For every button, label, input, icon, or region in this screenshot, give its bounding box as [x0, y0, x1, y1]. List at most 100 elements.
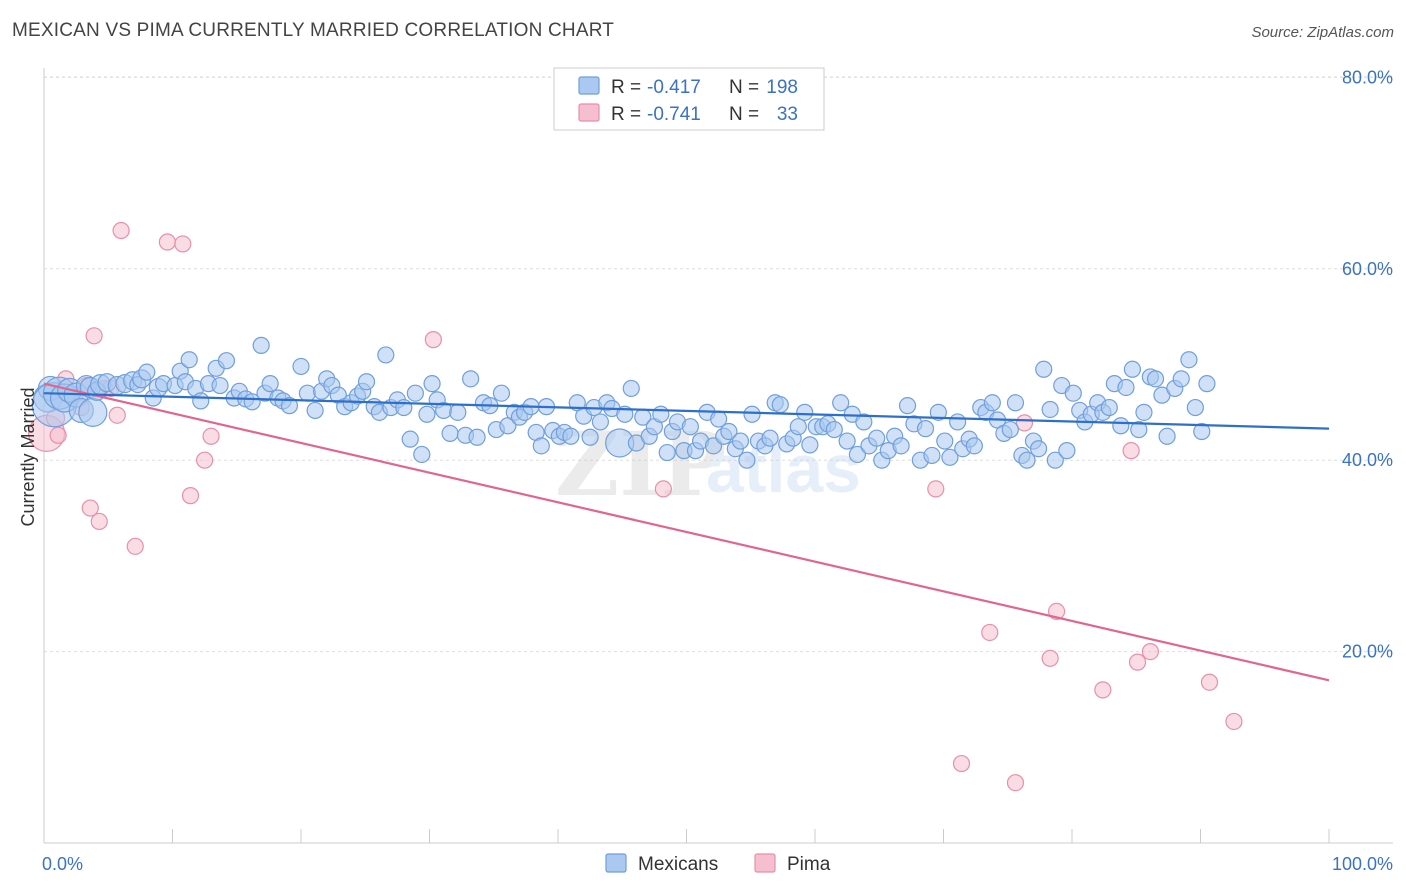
mexicans-point — [720, 422, 738, 441]
mexicans-point — [1001, 420, 1019, 439]
legend-n-value-pima: 33 — [777, 104, 798, 125]
bottom-legend-label-pima: Pima — [787, 854, 831, 875]
y-tick-label: 80.0% — [1342, 67, 1393, 87]
mexicans-point — [868, 429, 886, 447]
pima-point — [202, 427, 220, 445]
mexicans-point — [357, 373, 376, 391]
pima-point — [1006, 774, 1025, 792]
legend-top: R = -0.417 N = 198 R = -0.741 N = 33 — [553, 67, 825, 131]
mexicans-point — [1006, 394, 1025, 412]
legend-swatch-pima — [578, 103, 600, 122]
bottom-legend-label-mexicans: Mexicans — [638, 854, 718, 875]
legend-swatch-mexicans — [578, 76, 600, 95]
legend-n-value-mexicans: 198 — [766, 77, 798, 98]
mexicans-point — [681, 418, 699, 436]
mexicans-point — [1046, 451, 1064, 469]
y-tick-label: 20.0% — [1342, 642, 1393, 662]
mexicans-point — [492, 384, 511, 402]
mexicans-point — [1112, 417, 1130, 435]
pima-point — [1128, 653, 1147, 671]
y-tick-label: 60.0% — [1342, 259, 1393, 279]
mexicans-point — [965, 437, 983, 455]
pima-point — [90, 512, 108, 531]
pima-point — [424, 331, 442, 349]
pima-point — [49, 426, 67, 444]
mexicans-point — [192, 392, 210, 410]
mexicans-point — [406, 384, 424, 402]
mexicans-point — [1029, 440, 1048, 458]
legend-n-label-pima: N = — [729, 104, 759, 125]
mexicans-point — [292, 357, 310, 376]
mexicans-point — [652, 405, 670, 423]
chart-title: MEXICAN VS PIMA CURRENTLY MARRIED CORREL… — [12, 20, 615, 41]
mexicans-point — [401, 430, 419, 448]
mexicans-point — [796, 403, 814, 421]
mexicans-point — [306, 401, 324, 420]
mexicans-point — [1186, 398, 1204, 417]
mexicans-point — [252, 336, 270, 354]
mexicans-point — [562, 427, 580, 445]
mexicans-point — [211, 376, 229, 395]
pima-point — [1141, 642, 1159, 661]
mexicans-point — [855, 413, 873, 431]
mexicans-point — [1172, 370, 1190, 388]
pima-point — [1015, 414, 1034, 432]
mexicans-point — [801, 436, 819, 454]
pima-point — [1225, 712, 1243, 731]
mexicans-point — [591, 413, 610, 431]
mexicans-point — [1130, 420, 1148, 439]
pima-point — [654, 480, 672, 498]
mexicans-point — [743, 405, 761, 423]
mexicans-point — [1193, 422, 1211, 441]
y-tick-labels: 20.0% 40.0% 60.0% 80.0% — [1342, 67, 1393, 661]
pima-point — [1200, 673, 1219, 691]
mexicans-point — [1058, 442, 1076, 460]
mexicans-point — [1198, 375, 1216, 393]
y-tick-label: 40.0% — [1342, 450, 1393, 470]
legend-r-value-mexicans: -0.417 — [647, 77, 701, 98]
pima-point — [927, 480, 945, 498]
legend-bottom: Mexicans Pima — [605, 853, 831, 875]
mexicans-point — [1100, 398, 1118, 417]
mexicans-point — [581, 428, 599, 446]
mexicans-point — [898, 397, 917, 415]
mexicans-point — [418, 405, 436, 423]
x-tick-label-max: 100.0% — [1332, 854, 1393, 874]
pima-point — [108, 406, 126, 424]
mexicans-point — [532, 437, 550, 455]
mexicans-trendline — [43, 392, 1330, 430]
mexicans-point — [929, 403, 947, 421]
mexicans-point — [1180, 351, 1198, 369]
pima-point — [981, 623, 999, 642]
source-label: Source: ZipAtlas.com — [1251, 24, 1394, 41]
pima-point — [181, 487, 200, 505]
x-tick-label-min: 0.0% — [42, 854, 83, 874]
mexicans-point — [217, 352, 236, 370]
mexicans-point — [941, 448, 959, 466]
pima-point — [1094, 681, 1112, 699]
pima-point — [126, 537, 144, 555]
mexicans-point — [78, 397, 108, 427]
mexicans-point — [413, 445, 431, 464]
mexicans-point — [949, 413, 967, 431]
axes — [43, 68, 1393, 844]
bottom-legend-swatch-mexicans — [605, 853, 627, 873]
mexicans-point — [180, 351, 198, 369]
mexicans-point — [449, 403, 467, 421]
mexicans-point — [622, 379, 640, 398]
pima-point — [1122, 442, 1140, 460]
mexicans-point — [923, 446, 941, 465]
legend-r-value-pima: -0.741 — [647, 104, 701, 125]
mexicans-point — [771, 396, 789, 414]
mexicans-point — [825, 420, 843, 439]
pima-point — [196, 451, 214, 469]
mexicans-point — [1123, 360, 1141, 378]
mexicans-point — [1064, 384, 1082, 402]
watermark-zip: ZIP — [555, 412, 727, 516]
mexicans-point — [738, 451, 756, 469]
mexicans-point — [892, 437, 910, 455]
mexicans-point — [468, 428, 486, 446]
pima-trendline — [43, 382, 1330, 682]
mexicans-point — [789, 418, 807, 436]
